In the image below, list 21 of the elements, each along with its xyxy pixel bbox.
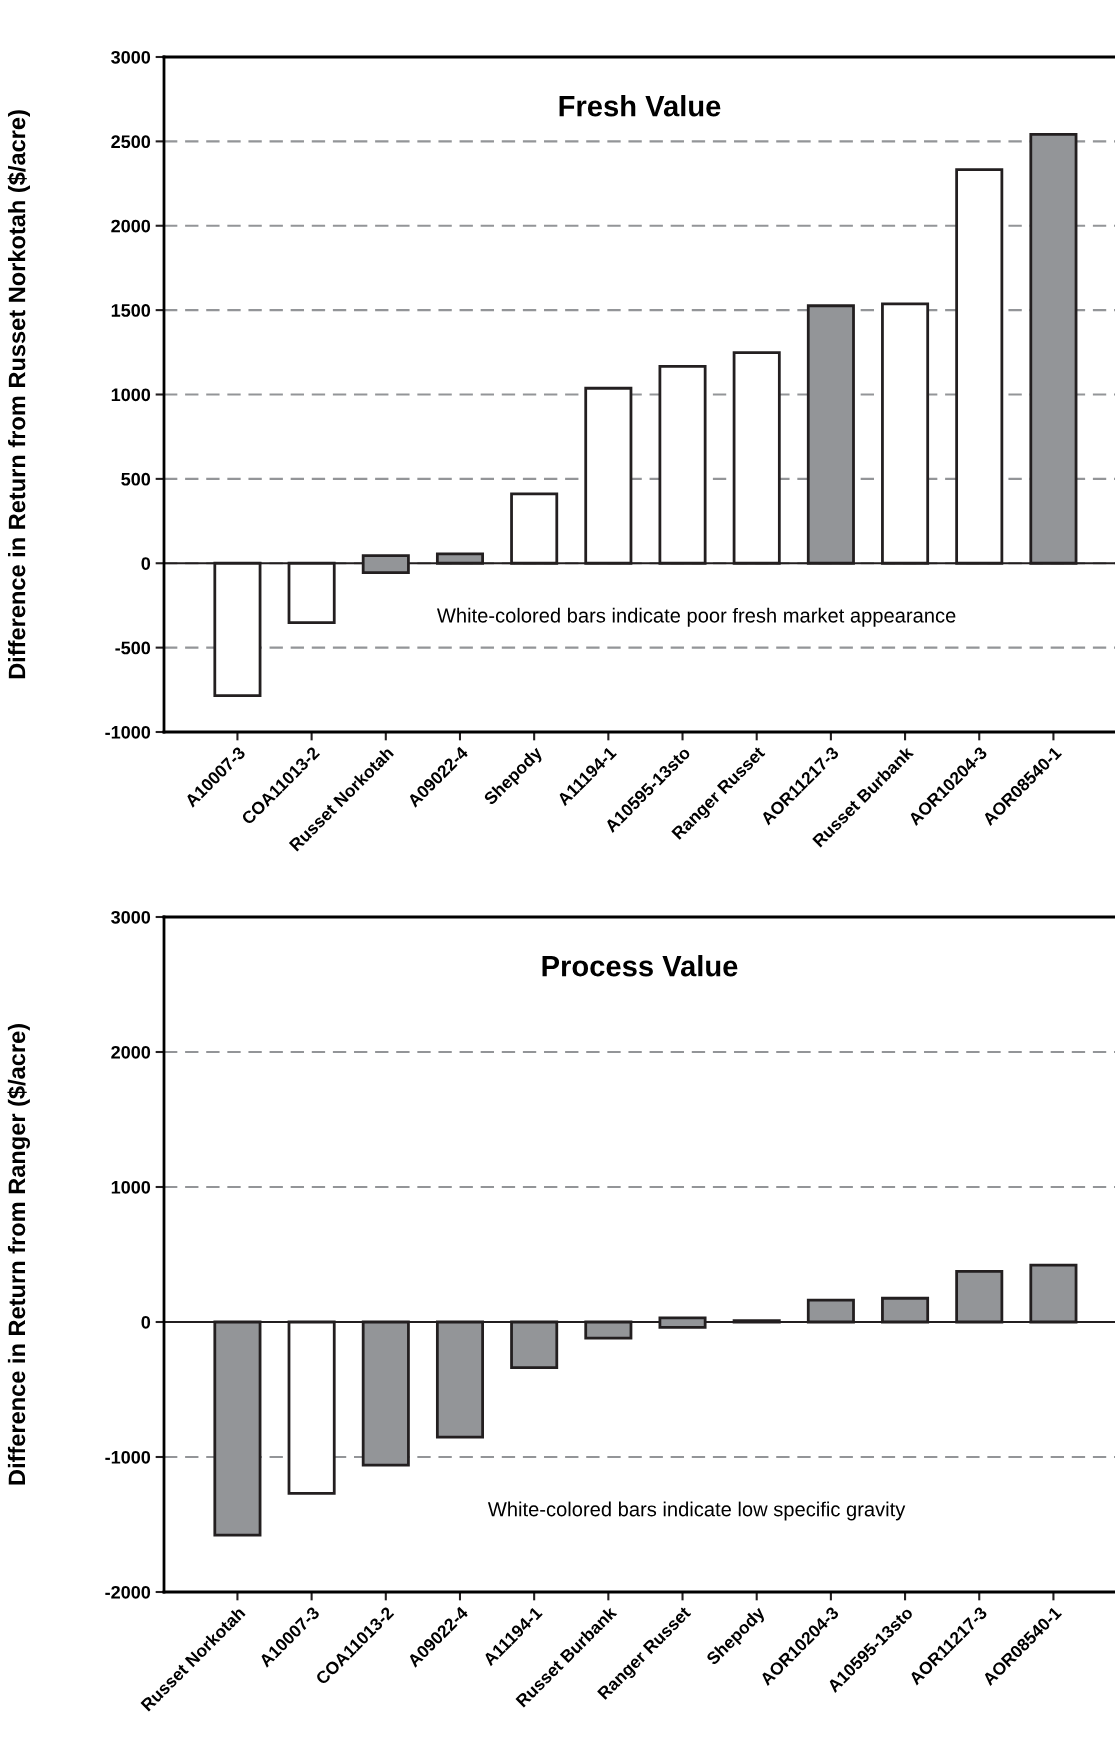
y-tick-label: 1000 bbox=[111, 1180, 151, 1194]
y-tick-label: 2000 bbox=[111, 219, 151, 233]
y-tick-label: 1500 bbox=[111, 304, 151, 317]
y-tick-label: 2500 bbox=[111, 135, 151, 149]
y-tick-label: 2000 bbox=[111, 1045, 151, 1059]
y-tick-label: 1000 bbox=[111, 388, 151, 402]
y-axis-title: Difference in Return from Ranger ($/acre) bbox=[7, 1024, 30, 1485]
y-tick-label: -1000 bbox=[105, 725, 151, 739]
annotation: White-colored bars indicate poor fresh market appearance bbox=[436, 607, 956, 627]
annotation: White-colored bars indicate low specific gravity bbox=[487, 1501, 906, 1521]
y-tick-label: 3000 bbox=[111, 910, 151, 924]
y-tick-label: -2000 bbox=[105, 1585, 151, 1599]
y-tick-label: 0 bbox=[141, 557, 151, 570]
y-tick-label: 500 bbox=[121, 472, 151, 486]
y-tick-label: 3000 bbox=[111, 50, 151, 64]
text: Fresh Value bbox=[559, 95, 721, 117]
y-tick-label: 0 bbox=[141, 1315, 151, 1329]
y-tick-label: -1000 bbox=[105, 1450, 151, 1464]
y-axis-title: Difference in Return from Russet Norkotah ($/acre) bbox=[7, 110, 30, 679]
y-tick-label: -500 bbox=[115, 641, 151, 655]
text: Process Value bbox=[542, 955, 738, 977]
